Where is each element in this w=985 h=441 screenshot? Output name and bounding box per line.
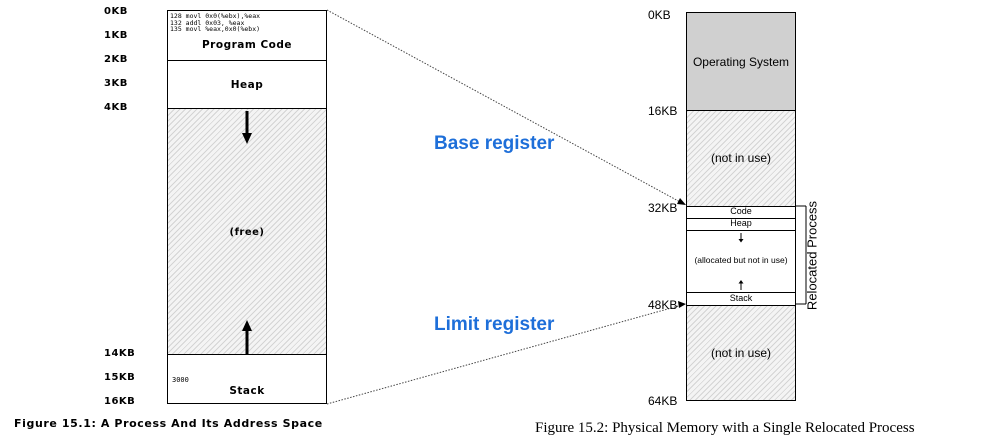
base-register-label: Base register	[434, 133, 555, 154]
limit-register-label: Limit register	[434, 314, 555, 335]
kb-label-15: 15KB	[104, 372, 136, 383]
stack-region: 3000 Stack	[168, 355, 326, 403]
kb-label-1: 1KB	[104, 30, 128, 41]
heap-label: Heap	[730, 218, 752, 228]
kb-label-3: 3KB	[104, 78, 128, 89]
free-label: (free)	[229, 227, 265, 238]
operating-system-region: Operating System	[687, 13, 795, 111]
heap-label: Heap	[230, 79, 264, 91]
figure-15-2-caption: Figure 15.2: Physical Memory with a Sing…	[535, 420, 915, 436]
stack-region: Stack	[687, 293, 795, 306]
arrow-down-icon	[738, 233, 744, 243]
arrow-up-icon	[242, 320, 252, 354]
limit-mapping-line	[326, 304, 683, 405]
address-space-box: 128 movl 0x0(%ebx),%eax 132 addl 0x03, %…	[167, 10, 327, 404]
stack-label: Stack	[229, 385, 265, 397]
not-in-use-top-label: (not in use)	[710, 151, 772, 165]
free-region: (free)	[168, 109, 326, 355]
not-in-use-top-region: (not in use)	[687, 111, 795, 207]
code-line: 132 addl 0x03, %eax	[170, 18, 245, 27]
kb-label-0: 0KB	[648, 8, 671, 22]
not-in-use-bottom-label: (not in use)	[710, 346, 772, 360]
kb-label-14: 14KB	[104, 348, 136, 359]
code-region: Code	[687, 206, 795, 219]
operating-system-label: Operating System	[692, 55, 790, 69]
kb-label-48: 48KB	[648, 298, 678, 312]
kb-label-32: 32KB	[648, 201, 678, 215]
not-in-use-bottom-region: (not in use)	[687, 306, 795, 400]
code-line: 128 movl 0x0(%ebx),%eax	[170, 12, 261, 20]
kb-label-4: 4KB	[104, 102, 128, 113]
code-line: 135 movl %eax,0x0(%ebx)	[170, 25, 261, 33]
heap-region: Heap	[687, 218, 795, 231]
program-code-region: 128 movl 0x0(%ebx),%eax 132 addl 0x03, %…	[168, 11, 326, 61]
code-listing: 128 movl 0x0(%ebx),%eax 132 addl 0x03, %…	[170, 13, 260, 33]
physical-memory-box: Operating System (not in use) Code Heap …	[686, 12, 796, 401]
arrow-down-icon	[242, 111, 252, 144]
base-mapping-line	[326, 9, 683, 204]
base-arrowhead-icon	[677, 198, 686, 205]
allocated-region: (allocated but not in use)	[687, 231, 795, 293]
relocated-bracket	[796, 205, 807, 305]
arrow-up-icon	[738, 280, 744, 290]
kb-label-64: 64KB	[648, 394, 678, 408]
limit-arrowhead-icon	[678, 301, 686, 308]
figure-15-1-caption: Figure 15.1: A Process And Its Address S…	[14, 417, 323, 430]
kb-label-2: 2KB	[104, 54, 128, 65]
kb-label-16: 16KB	[648, 104, 678, 118]
kb-label-16: 16KB	[104, 396, 136, 407]
relocated-process-label: Relocated Process	[804, 200, 820, 311]
kb-label-0: 0KB	[104, 6, 128, 17]
stack-value: 3000	[172, 376, 189, 384]
program-code-label: Program Code	[201, 39, 293, 51]
heap-region: Heap	[168, 60, 326, 109]
stack-label: Stack	[729, 293, 753, 303]
code-label: Code	[730, 206, 752, 216]
allocated-label: (allocated but not in use)	[694, 255, 788, 265]
